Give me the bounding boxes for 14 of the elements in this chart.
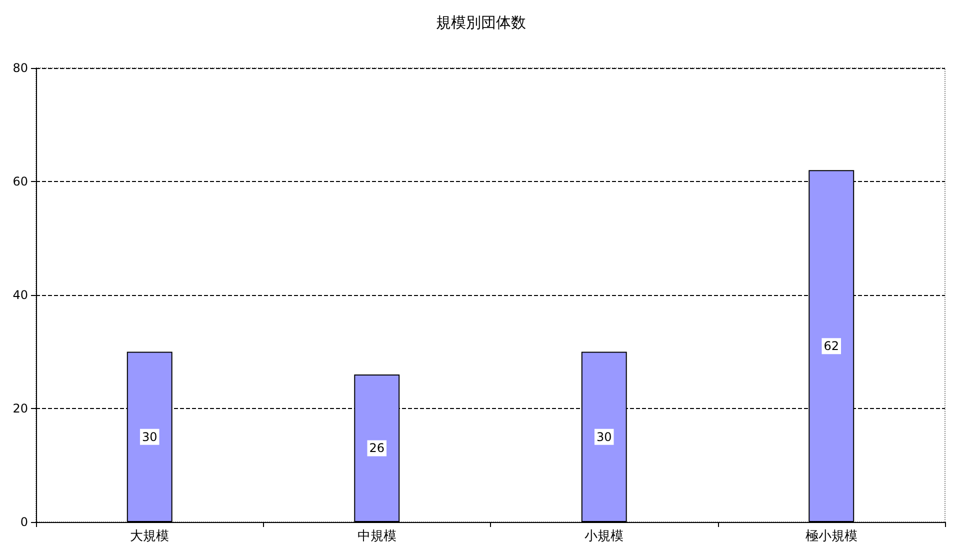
y-tick-label: 80 [12,61,28,75]
chart-title: 規模別団体数 [436,14,526,32]
data-label: 62 [824,339,840,354]
x-tick-label: 大規模 [130,529,170,544]
x-tick-label: 極小規模 [805,529,858,544]
x-tick-label: 中規模 [357,529,396,544]
y-tick-label: 60 [12,174,28,188]
data-label: 30 [142,430,158,444]
y-tick-label: 0 [20,515,28,529]
data-label: 26 [369,441,385,456]
data-label: 30 [596,430,612,444]
y-tick-label: 20 [12,402,28,416]
x-tick-label: 小規模 [584,529,624,544]
y-tick-label: 40 [12,288,28,302]
